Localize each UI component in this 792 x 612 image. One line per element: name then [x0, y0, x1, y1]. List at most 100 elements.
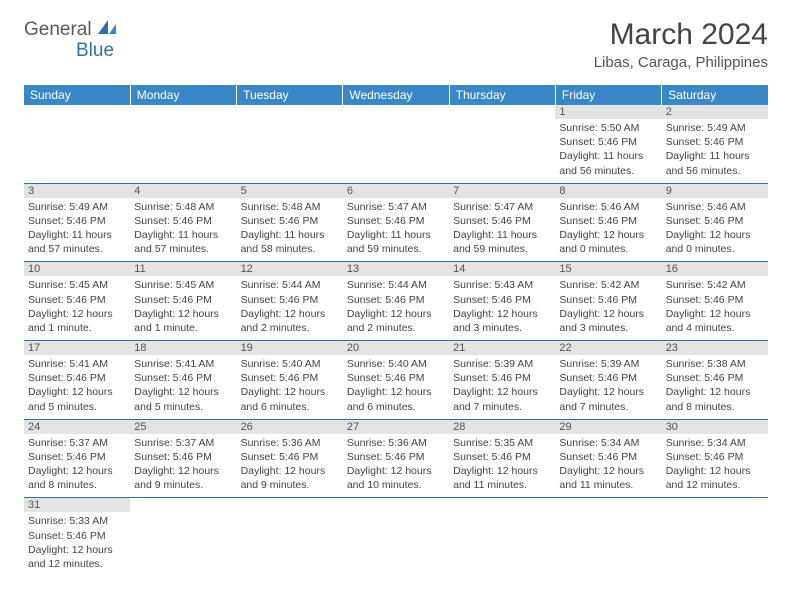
calendar-cell: 4Sunrise: 5:48 AMSunset: 5:46 PMDaylight… [130, 183, 236, 262]
calendar-cell: 6Sunrise: 5:47 AMSunset: 5:46 PMDaylight… [343, 183, 449, 262]
day-number: 28 [449, 420, 555, 434]
calendar-cell [555, 498, 661, 576]
sunset-text: Sunset: 5:46 PM [134, 371, 232, 385]
daylight-text: Daylight: 12 hours and 6 minutes. [241, 385, 339, 413]
daylight-text: Daylight: 12 hours and 7 minutes. [559, 385, 657, 413]
sunset-text: Sunset: 5:46 PM [453, 293, 551, 307]
sunrise-text: Sunrise: 5:42 AM [666, 278, 764, 292]
sunset-text: Sunset: 5:46 PM [28, 529, 126, 543]
daylight-text: Daylight: 12 hours and 6 minutes. [347, 385, 445, 413]
calendar-cell: 12Sunrise: 5:44 AMSunset: 5:46 PMDayligh… [237, 262, 343, 341]
calendar-cell: 1Sunrise: 5:50 AMSunset: 5:46 PMDaylight… [555, 105, 661, 183]
daylight-text: Daylight: 12 hours and 5 minutes. [28, 385, 126, 413]
sunset-text: Sunset: 5:46 PM [453, 371, 551, 385]
calendar-cell: 2Sunrise: 5:49 AMSunset: 5:46 PMDaylight… [662, 105, 768, 183]
calendar-cell: 16Sunrise: 5:42 AMSunset: 5:46 PMDayligh… [662, 262, 768, 341]
logo-text-blue: Blue [76, 40, 114, 61]
day-number: 11 [130, 262, 236, 276]
day-number: 27 [343, 420, 449, 434]
calendar-cell: 8Sunrise: 5:46 AMSunset: 5:46 PMDaylight… [555, 183, 661, 262]
sunset-text: Sunset: 5:46 PM [453, 214, 551, 228]
sunset-text: Sunset: 5:46 PM [453, 450, 551, 464]
sunset-text: Sunset: 5:46 PM [28, 371, 126, 385]
daylight-text: Daylight: 12 hours and 2 minutes. [241, 307, 339, 335]
sunrise-text: Sunrise: 5:37 AM [134, 436, 232, 450]
sunrise-text: Sunrise: 5:45 AM [134, 278, 232, 292]
day-number: 25 [130, 420, 236, 434]
daylight-text: Daylight: 12 hours and 3 minutes. [453, 307, 551, 335]
sunrise-text: Sunrise: 5:47 AM [453, 200, 551, 214]
sunset-text: Sunset: 5:46 PM [28, 214, 126, 228]
day-number: 19 [237, 341, 343, 355]
month-title: March 2024 [594, 18, 768, 52]
sunrise-text: Sunrise: 5:39 AM [559, 357, 657, 371]
calendar-cell: 24Sunrise: 5:37 AMSunset: 5:46 PMDayligh… [24, 419, 130, 498]
sunset-text: Sunset: 5:46 PM [666, 450, 764, 464]
sunset-text: Sunset: 5:46 PM [241, 371, 339, 385]
sunrise-text: Sunrise: 5:44 AM [347, 278, 445, 292]
daylight-text: Daylight: 12 hours and 1 minute. [28, 307, 126, 335]
calendar-table: SundayMondayTuesdayWednesdayThursdayFrid… [24, 85, 768, 576]
sunset-text: Sunset: 5:46 PM [666, 214, 764, 228]
sunrise-text: Sunrise: 5:50 AM [559, 121, 657, 135]
calendar-cell [449, 105, 555, 183]
calendar-cell: 3Sunrise: 5:49 AMSunset: 5:46 PMDaylight… [24, 183, 130, 262]
calendar-cell: 21Sunrise: 5:39 AMSunset: 5:46 PMDayligh… [449, 341, 555, 420]
sunset-text: Sunset: 5:46 PM [347, 293, 445, 307]
calendar-cell: 17Sunrise: 5:41 AMSunset: 5:46 PMDayligh… [24, 341, 130, 420]
day-number: 2 [662, 105, 768, 119]
day-header: Saturday [662, 85, 768, 105]
calendar-cell [24, 105, 130, 183]
calendar-cell: 18Sunrise: 5:41 AMSunset: 5:46 PMDayligh… [130, 341, 236, 420]
calendar-cell [449, 498, 555, 576]
day-number: 30 [662, 420, 768, 434]
daylight-text: Daylight: 12 hours and 5 minutes. [134, 385, 232, 413]
logo-sail-icon [96, 18, 118, 41]
daylight-text: Daylight: 11 hours and 59 minutes. [453, 228, 551, 256]
day-number: 22 [555, 341, 661, 355]
daylight-text: Daylight: 12 hours and 1 minute. [134, 307, 232, 335]
day-number: 20 [343, 341, 449, 355]
sunrise-text: Sunrise: 5:47 AM [347, 200, 445, 214]
sunrise-text: Sunrise: 5:33 AM [28, 514, 126, 528]
daylight-text: Daylight: 12 hours and 11 minutes. [559, 464, 657, 492]
day-number: 15 [555, 262, 661, 276]
calendar-cell: 15Sunrise: 5:42 AMSunset: 5:46 PMDayligh… [555, 262, 661, 341]
calendar-cell: 27Sunrise: 5:36 AMSunset: 5:46 PMDayligh… [343, 419, 449, 498]
calendar-cell [237, 105, 343, 183]
sunset-text: Sunset: 5:46 PM [559, 371, 657, 385]
sunrise-text: Sunrise: 5:45 AM [28, 278, 126, 292]
sunset-text: Sunset: 5:46 PM [241, 214, 339, 228]
sunset-text: Sunset: 5:46 PM [134, 450, 232, 464]
calendar-row: 31Sunrise: 5:33 AMSunset: 5:46 PMDayligh… [24, 498, 768, 576]
daylight-text: Daylight: 11 hours and 56 minutes. [666, 149, 764, 177]
daylight-text: Daylight: 12 hours and 11 minutes. [453, 464, 551, 492]
day-number: 17 [24, 341, 130, 355]
day-header: Tuesday [237, 85, 343, 105]
calendar-cell: 26Sunrise: 5:36 AMSunset: 5:46 PMDayligh… [237, 419, 343, 498]
sunrise-text: Sunrise: 5:40 AM [241, 357, 339, 371]
sunrise-text: Sunrise: 5:46 AM [666, 200, 764, 214]
daylight-text: Daylight: 11 hours and 57 minutes. [28, 228, 126, 256]
calendar-cell [130, 105, 236, 183]
daylight-text: Daylight: 12 hours and 12 minutes. [28, 543, 126, 571]
daylight-text: Daylight: 11 hours and 56 minutes. [559, 149, 657, 177]
sunrise-text: Sunrise: 5:36 AM [241, 436, 339, 450]
sunrise-text: Sunrise: 5:44 AM [241, 278, 339, 292]
sunrise-text: Sunrise: 5:43 AM [453, 278, 551, 292]
day-number: 6 [343, 184, 449, 198]
logo-text-general: General [24, 19, 92, 41]
sunrise-text: Sunrise: 5:34 AM [559, 436, 657, 450]
day-number: 5 [237, 184, 343, 198]
daylight-text: Daylight: 12 hours and 7 minutes. [453, 385, 551, 413]
calendar-cell: 31Sunrise: 5:33 AMSunset: 5:46 PMDayligh… [24, 498, 130, 576]
day-header: Thursday [449, 85, 555, 105]
calendar-cell: 5Sunrise: 5:48 AMSunset: 5:46 PMDaylight… [237, 183, 343, 262]
calendar-cell: 19 Sunrise: 5:40 AMSunset: 5:46 PMDayligh… [237, 341, 343, 420]
day-header-row: SundayMondayTuesdayWednesdayThursdayFrid… [24, 85, 768, 105]
day-number: 23 [662, 341, 768, 355]
sunset-text: Sunset: 5:46 PM [241, 450, 339, 464]
calendar-cell: 22 Sunrise: 5:39 AMSunset: 5:46 PMDayligh… [555, 341, 661, 420]
sunset-text: Sunset: 5:46 PM [28, 293, 126, 307]
calendar-row: 17Sunrise: 5:41 AMSunset: 5:46 PMDayligh… [24, 341, 768, 420]
